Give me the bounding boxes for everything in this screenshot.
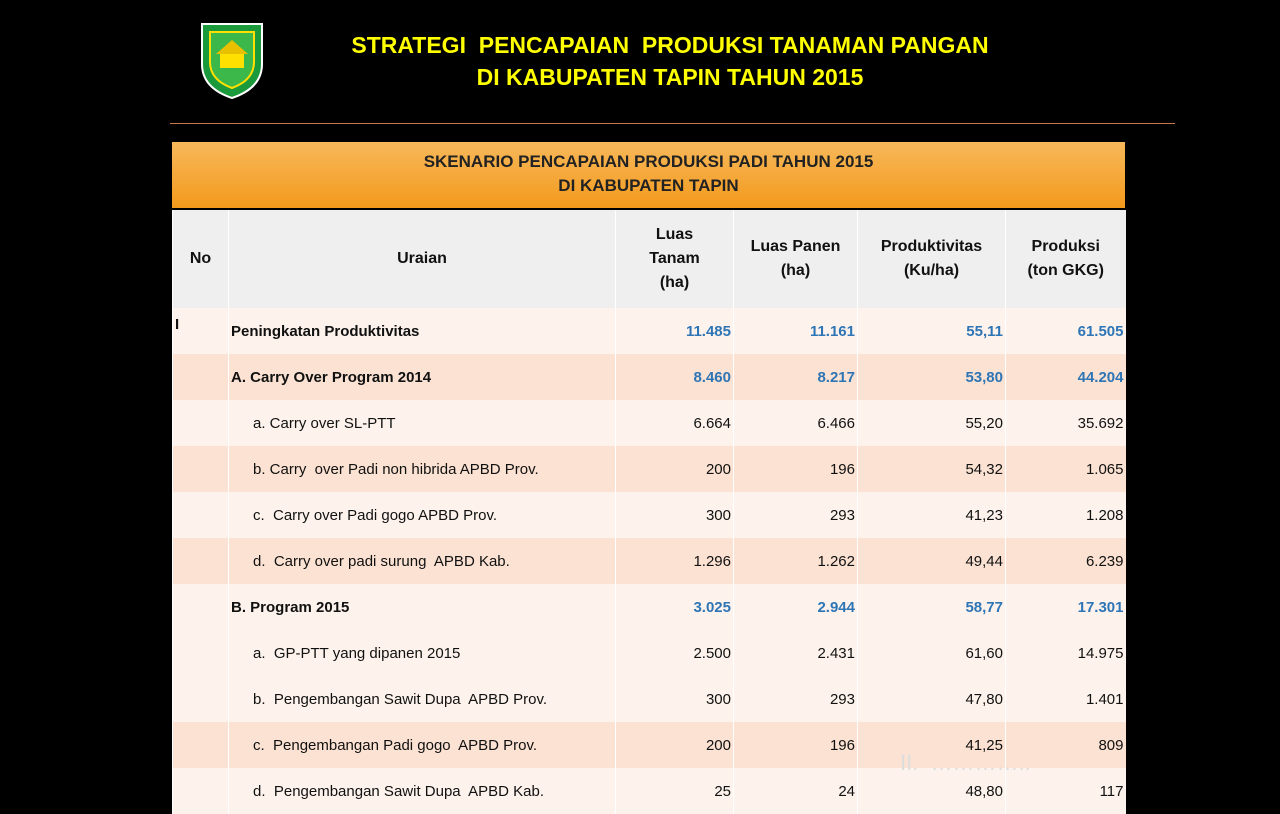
row-number bbox=[172, 492, 229, 538]
table-row: I Peningkatan Produktivitas 11.485 11.161 55… bbox=[172, 308, 1126, 354]
table-caption: SKENARIO PENCAPAIAN PRODUKSI PADI TAHUN … bbox=[172, 142, 1125, 208]
row-label: c. Pengembangan Padi gogo APBD Prov. bbox=[228, 722, 616, 768]
row-value: 196 bbox=[733, 722, 858, 768]
row-number bbox=[172, 584, 229, 630]
table-row: c. Pengembangan Padi gogo APBD Prov. 200 1… bbox=[172, 722, 1126, 768]
column-header: Luas Tanam (ha) bbox=[615, 210, 734, 308]
divider bbox=[170, 123, 1175, 124]
logo bbox=[201, 23, 263, 100]
row-value: 1.262 bbox=[733, 538, 858, 584]
row-value: 200 bbox=[615, 722, 734, 768]
row-value: 55,11 bbox=[857, 308, 1006, 354]
row-label: b. Pengembangan Sawit Dupa APBD Prov. bbox=[228, 676, 616, 722]
column-header: Produksi (ton GKG) bbox=[1005, 210, 1126, 308]
column-header: No bbox=[172, 210, 229, 308]
row-value: 25 bbox=[615, 768, 734, 814]
row-value: 11.161 bbox=[733, 308, 858, 354]
row-number bbox=[172, 446, 229, 492]
row-label: a. GP-PTT yang dipanen 2015 bbox=[228, 630, 616, 676]
table-row: b. Carry over Padi non hibrida APBD Prov… bbox=[172, 446, 1126, 492]
row-label: A. Carry Over Program 2014 bbox=[228, 354, 616, 400]
table-row: b. Pengembangan Sawit Dupa APBD Prov. 300… bbox=[172, 676, 1126, 722]
row-label: c. Carry over Padi gogo APBD Prov. bbox=[228, 492, 616, 538]
table-row: a. Carry over SL-PTT 6.664 6.466 55,20 35.69… bbox=[172, 400, 1126, 446]
row-label: B. Program 2015 bbox=[228, 584, 616, 630]
row-value: 6.239 bbox=[1005, 538, 1126, 584]
row-value: 61.505 bbox=[1005, 308, 1126, 354]
title: STRATEGI PENCAPAIAN PRODUKSI TANAMAN PAN… bbox=[351, 32, 989, 58]
row-number bbox=[172, 400, 229, 446]
row-label: b. Carry over Padi non hibrida APBD Prov… bbox=[228, 446, 616, 492]
row-value: 47,80 bbox=[857, 676, 1006, 722]
column-header: Luas Panen (ha) bbox=[733, 210, 858, 308]
row-label: Peningkatan Produktivitas bbox=[228, 308, 616, 354]
row-value: 49,44 bbox=[857, 538, 1006, 584]
row-value: 2.944 bbox=[733, 584, 858, 630]
row-label: a. Carry over SL-PTT bbox=[228, 400, 616, 446]
row-value: 41,23 bbox=[857, 492, 1006, 538]
row-value: 54,32 bbox=[857, 446, 1006, 492]
row-value: 293 bbox=[733, 676, 858, 722]
row-value: 55,20 bbox=[857, 400, 1006, 446]
caption-text: DI KABUPATEN TAPIN bbox=[558, 176, 739, 195]
footer-text: II. ………….. bbox=[900, 750, 1031, 775]
row-value: 58,77 bbox=[857, 584, 1006, 630]
row-number bbox=[172, 630, 229, 676]
row-number bbox=[172, 768, 229, 814]
row-value: 6.664 bbox=[615, 400, 734, 446]
row-label: d. Pengembangan Sawit Dupa APBD Kab. bbox=[228, 768, 616, 814]
row-number bbox=[172, 676, 229, 722]
row-number bbox=[172, 722, 229, 768]
row-number: I bbox=[172, 308, 229, 354]
row-value: 24 bbox=[733, 768, 858, 814]
row-value: 2.500 bbox=[615, 630, 734, 676]
row-value: 14.975 bbox=[1005, 630, 1126, 676]
title: DI KABUPATEN TAPIN TAHUN 2015 bbox=[476, 64, 864, 90]
row-value: 293 bbox=[733, 492, 858, 538]
table-row: d. Carry over padi surung APBD Kab. 1.296… bbox=[172, 538, 1126, 584]
row-value: 1.401 bbox=[1005, 676, 1126, 722]
row-value: 41,25 bbox=[857, 722, 1006, 768]
row-value: 44.204 bbox=[1005, 354, 1126, 400]
row-value: 809 bbox=[1005, 722, 1126, 768]
column-header: Produktivitas (Ku/ha) bbox=[857, 210, 1006, 308]
row-value: 11.485 bbox=[615, 308, 734, 354]
row-value: 53,80 bbox=[857, 354, 1006, 400]
row-value: 1.296 bbox=[615, 538, 734, 584]
caption-text: SKENARIO PENCAPAIAN PRODUKSI PADI TAHUN … bbox=[423, 152, 874, 171]
table-row: c. Carry over Padi gogo APBD Prov. 300 293… bbox=[172, 492, 1126, 538]
row-number bbox=[172, 538, 229, 584]
row-value: 300 bbox=[615, 492, 734, 538]
row-value: 8.217 bbox=[733, 354, 858, 400]
row-value: 3.025 bbox=[615, 584, 734, 630]
row-value: 8.460 bbox=[615, 354, 734, 400]
row-value: 196 bbox=[733, 446, 858, 492]
column-header: Uraian bbox=[228, 210, 616, 308]
row-label: d. Carry over padi surung APBD Kab. bbox=[228, 538, 616, 584]
row-number bbox=[172, 354, 229, 400]
row-value: 35.692 bbox=[1005, 400, 1126, 446]
row-value: 61,60 bbox=[857, 630, 1006, 676]
data-table: No Uraian Luas Tanam (ha) Luas Panen (ha) Pr… bbox=[172, 210, 1126, 814]
table-row: a. GP-PTT yang dipanen 2015 2.500 2.431 61,… bbox=[172, 630, 1126, 676]
row-value: 17.301 bbox=[1005, 584, 1126, 630]
row-value: 300 bbox=[615, 676, 734, 722]
table-row: A. Carry Over Program 2014 8.460 8.217 53,8… bbox=[172, 354, 1126, 400]
row-value: 6.466 bbox=[733, 400, 858, 446]
row-value: 2.431 bbox=[733, 630, 858, 676]
row-value: 200 bbox=[615, 446, 734, 492]
row-value: 1.208 bbox=[1005, 492, 1126, 538]
table-row: B. Program 2015 3.025 2.944 58,77 17.301 bbox=[172, 584, 1126, 630]
row-value: 1.065 bbox=[1005, 446, 1126, 492]
header-row: No Uraian Luas Tanam (ha) Luas Panen (ha) Pr… bbox=[172, 210, 1126, 308]
